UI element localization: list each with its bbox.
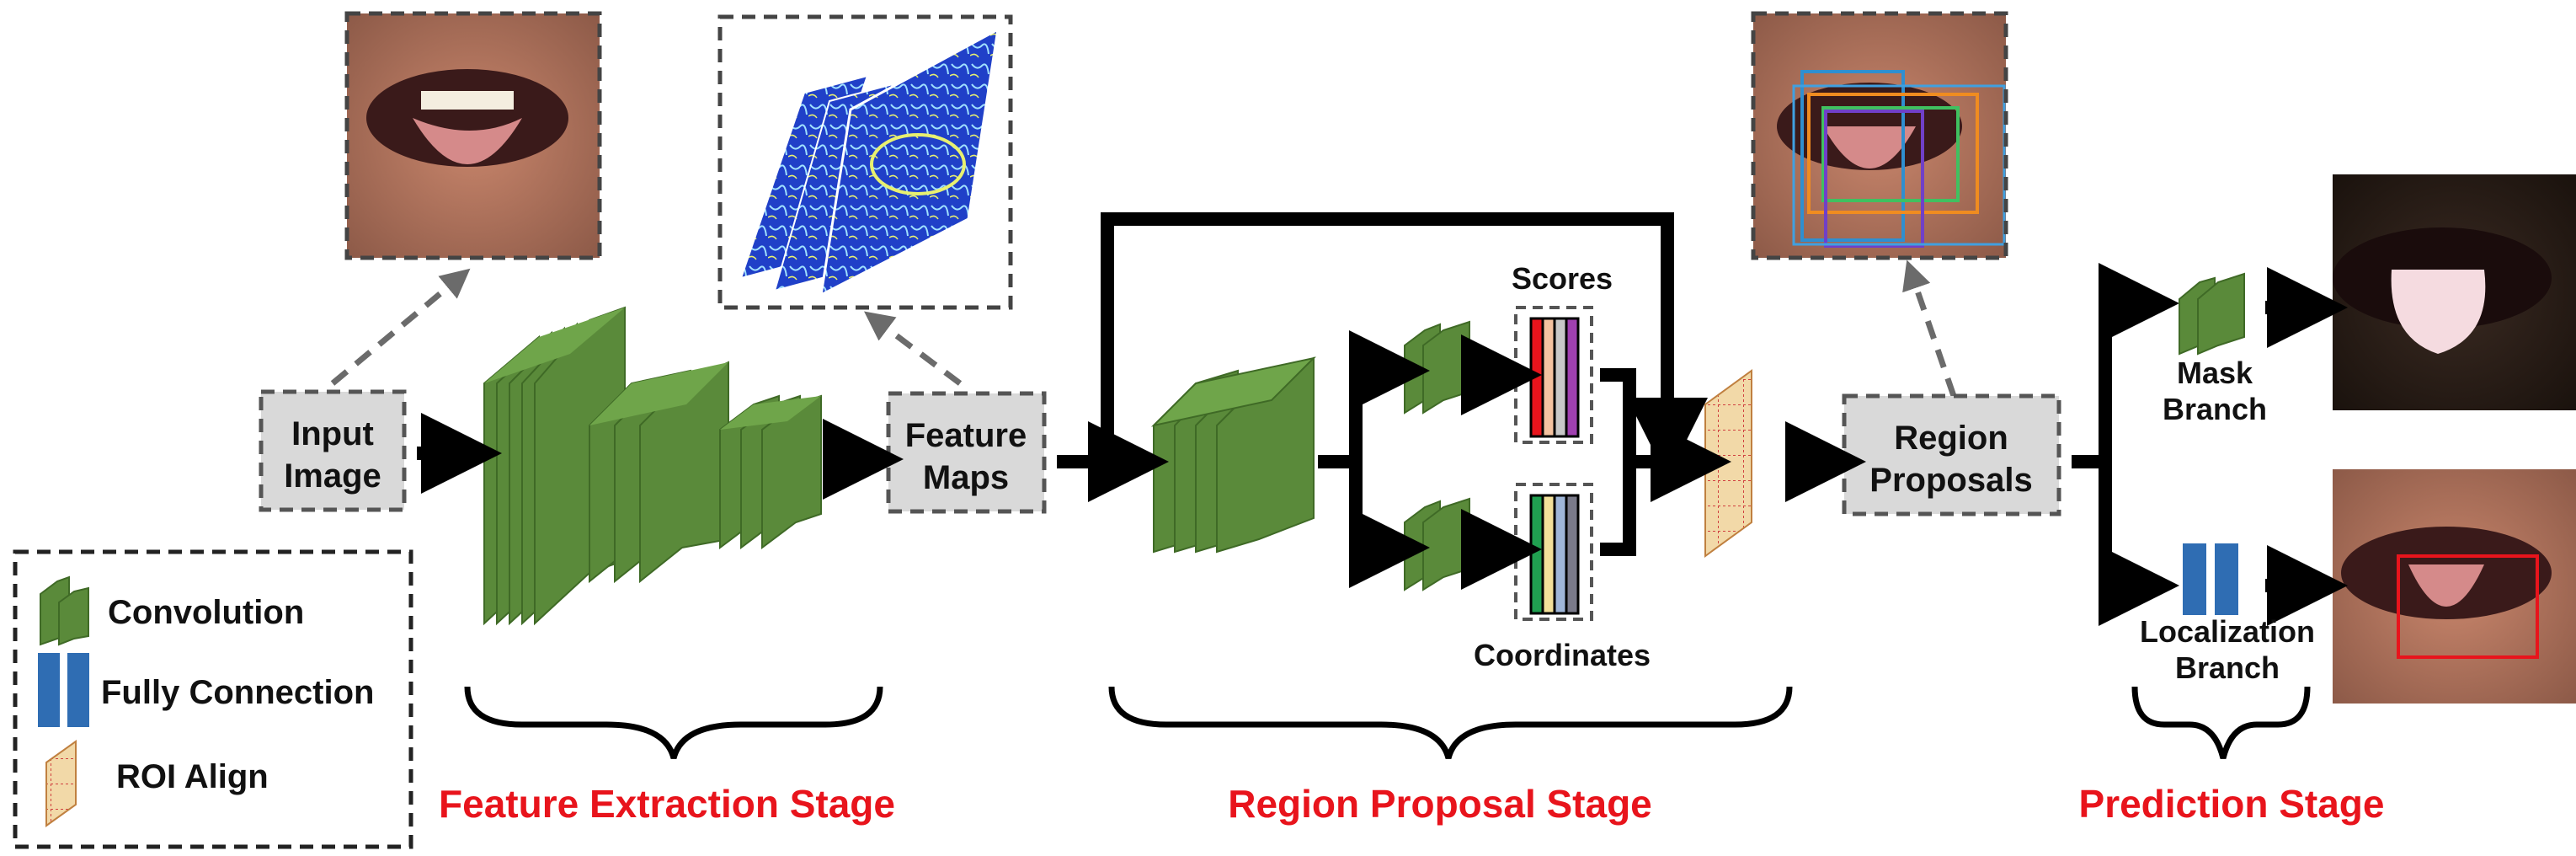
mask-output-photo [2333, 174, 2576, 410]
coordinates-label: Coordinates [1474, 638, 1651, 672]
region-proposals-label-line1: Region [1894, 420, 2008, 457]
mask-branch-conv [2179, 272, 2245, 356]
legend-convolution-label: Convolution [108, 594, 304, 631]
input-image-label-line2: Image [284, 457, 381, 495]
thumbnail-arrows [330, 259, 1957, 398]
region-proposal-stage-title: Region Proposal Stage [1228, 782, 1652, 826]
region-proposals-node: Region Proposals [1842, 393, 2061, 516]
mask-branch-label-line1: Mask [2177, 356, 2253, 390]
scores-output [1514, 306, 1593, 444]
legend-roi-align-label: ROI Align [116, 758, 269, 795]
region-proposals-photo [1751, 11, 2008, 260]
localization-output-photo [2333, 469, 2576, 704]
mask-branch-label-line2: Branch [2163, 392, 2267, 426]
legend-fully-connection-icon [38, 653, 89, 727]
feature-extraction-stage-title: Feature Extraction Stage [439, 782, 895, 826]
rpn-conv-stack [1150, 356, 1317, 554]
roi-align-block [1704, 369, 1752, 558]
feature-maps-label-line1: Feature [905, 417, 1027, 454]
backbone-conv-stack [483, 306, 822, 626]
feature-maps-label-line2: Maps [923, 459, 1009, 496]
scores-label: Scores [1512, 261, 1613, 296]
rpn-score-conv [1404, 320, 1470, 415]
input-face-photo [344, 11, 602, 260]
legend-roi-align-icon [45, 740, 77, 827]
rpn-coord-conv [1404, 497, 1470, 591]
localization-branch-fc [2183, 543, 2238, 615]
feature-maps-node: Feature Maps [886, 391, 1047, 514]
legend-fully-connection-label: Fully Connection [101, 674, 374, 711]
input-image-node: Input Image [259, 389, 407, 512]
stage-braces [464, 686, 2311, 760]
region-proposals-label-line2: Proposals [1869, 462, 2032, 499]
legend: Convolution Fully Connection ROI Align [13, 549, 413, 849]
prediction-stage-title: Prediction Stage [2079, 782, 2385, 826]
input-image-label-line1: Input [291, 415, 374, 452]
flow-arrows [417, 212, 2348, 626]
coordinates-output [1514, 483, 1593, 621]
feature-map-thumbnail [717, 14, 1013, 310]
localization-branch-label-line2: Branch [2175, 650, 2280, 685]
localization-branch-label-line1: Localization [2140, 614, 2315, 649]
legend-convolution-icon [40, 575, 89, 646]
